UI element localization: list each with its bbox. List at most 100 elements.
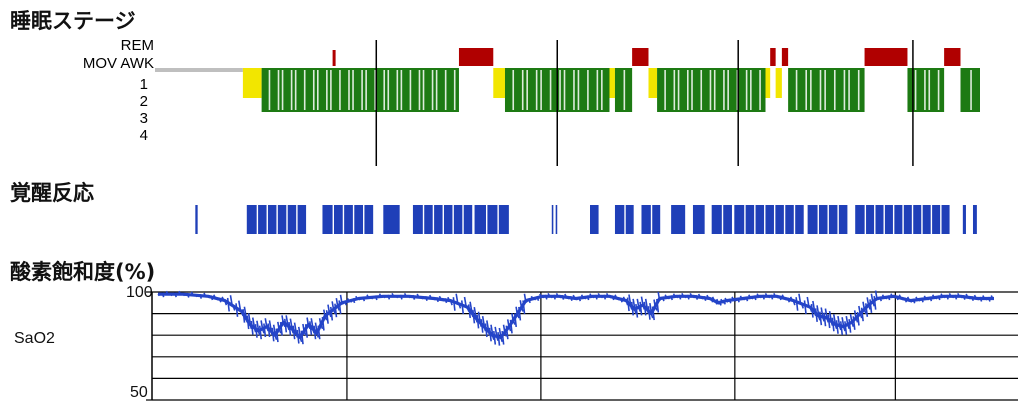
hypnogram-gap-5-8: [563, 70, 566, 110]
spo2-jitter-30-2: [547, 292, 551, 297]
hypnogram-gap-5-11: [587, 70, 589, 110]
spo2-jitter-26-3: [504, 331, 508, 337]
spo2-jitter-56-2: [870, 293, 874, 303]
spo2-jitter-27-3: [512, 319, 516, 325]
hypnogram-gap-10-8: [713, 70, 716, 110]
spo2-jitter-47-4: [787, 297, 791, 303]
spo2-jitter-0-2: [165, 290, 169, 295]
spo2-jitter-21-0: [449, 300, 453, 306]
hypnogram-gap-5-2: [521, 70, 524, 110]
hypnogram-gap-19-1: [970, 70, 972, 110]
spo2-jitter-20-4: [444, 298, 448, 304]
spo2-jitter-32-4: [586, 295, 590, 301]
spo2-jitter-15-3: [336, 305, 340, 311]
spo2-jitter-55-4: [865, 303, 869, 317]
spo2-jitter-1-4: [199, 293, 203, 299]
spo2-jitter-41-1: [695, 294, 699, 300]
spo2-jitter-19-0: [408, 295, 411, 299]
spo2-jitter-19-3: [420, 296, 424, 300]
spo2-jitter-7-2: [268, 320, 272, 330]
spo2-jitter-49-1: [810, 303, 814, 318]
spo2-jitter-38-0: [650, 313, 654, 319]
sleep-stage-title: 睡眠ステージ: [10, 9, 136, 33]
hypnogram-gap-5-13: [601, 70, 603, 110]
hypnogram-gap-2-25: [435, 70, 438, 110]
spo2-jitter-33-4: [603, 294, 607, 300]
spo2-jitter-62-3: [968, 296, 971, 300]
hypnogram-segment-1: [242, 68, 262, 98]
spo2-jitter-41-2: [697, 293, 701, 298]
spo2-jitter-54-0: [851, 321, 855, 327]
spo2-jitter-2-5: [221, 296, 225, 301]
spo2-jitter-24-3: [487, 330, 491, 336]
spo2-jitter-34-3: [617, 297, 620, 301]
spo2-jitter-31-1: [561, 294, 565, 300]
spo2-jitter-14-0: [324, 315, 328, 321]
spo2-jitter-57-4: [887, 295, 891, 301]
spo2-jitter-14-5: [331, 301, 335, 311]
spo2-jitter-5-0: [249, 324, 253, 330]
spo2-jitter-48-2: [798, 293, 802, 303]
spo2-jitter-18-1: [387, 294, 391, 300]
arousal-block-12: [692, 205, 705, 234]
stage-label-1: 1: [139, 76, 148, 93]
spo2-jitter-31-0: [558, 295, 562, 299]
spo2-jitter-1-3: [195, 294, 198, 298]
spo2-jitter-56-0: [867, 304, 871, 310]
spo2-jitter-58-2: [898, 294, 902, 299]
spo2-jitter-59-3: [918, 298, 921, 302]
spo2-jitter-34-4: [619, 297, 623, 303]
spo2-jitter-49-3: [813, 311, 817, 317]
arousal-block-18: [972, 205, 977, 234]
spo2-jitter-30-1: [544, 294, 548, 300]
spo2-jitter-6-3: [261, 328, 265, 334]
spo2-jitter-6-2: [260, 320, 264, 330]
spo2-jitter-42-1: [710, 297, 714, 303]
spo2-jitter-59-0: [909, 300, 913, 303]
spo2-jitter-34-0: [608, 295, 612, 299]
spo2-jitter-13-3: [320, 324, 324, 330]
hypnogram-gap-10-7: [709, 70, 712, 110]
arousal-block-3: [383, 205, 400, 234]
spo2-jitter-1-1: [186, 292, 190, 298]
spo2-jitter-10-5: [297, 326, 302, 337]
spo2-jitter-56-1: [869, 299, 873, 313]
spo2-jitter-16-2: [346, 298, 350, 302]
spo2-jitter-52-4: [839, 321, 844, 335]
hypnogram-gap-2-21: [409, 70, 412, 110]
arousal-gap-9-1: [624, 205, 626, 234]
spo2-jitter-23-0: [474, 317, 478, 323]
spo2-jitter-9-4: [288, 321, 292, 336]
spo2-jitter-14-2: [327, 304, 331, 314]
arousal-gap-16-9: [940, 205, 942, 234]
hypnogram-gap-15-9: [857, 70, 860, 110]
spo2-jitter-41-0: [692, 295, 696, 299]
spo2-jitter-42-2: [711, 296, 715, 301]
spo2-jitter-2-0: [207, 295, 211, 299]
spo2-jitter-52-3: [838, 325, 842, 331]
spo2-jitter-1-0: [182, 293, 186, 297]
arousal-gap-1-3: [276, 205, 278, 234]
spo2-jitter-45-3: [750, 296, 754, 300]
spo2-jitter-17-3: [370, 296, 374, 300]
spo2-jitter-9-0: [282, 321, 286, 327]
arousal-gap-15-3: [837, 205, 839, 234]
spo2-jitter-40-5: [689, 292, 693, 297]
spo2-jitter-35-4: [630, 301, 635, 316]
spo2-jitter-62-2: [965, 293, 969, 298]
spo2-jitter-50-5: [824, 308, 828, 318]
spo2-jitter-61-3: [951, 295, 955, 299]
hypnogram-gap-2-13: [352, 70, 354, 110]
spo2-jitter-0-5: [178, 290, 182, 295]
spo2-jitter-40-1: [678, 294, 682, 300]
hypnogram-gap-5-12: [596, 70, 599, 110]
spo2-jitter-31-3: [567, 296, 570, 300]
spo2-jitter-36-3: [637, 306, 641, 312]
arousal-gap-5-2: [497, 205, 499, 234]
spo2-jitter-40-0: [675, 295, 679, 299]
spo2-jitter-22-1: [467, 304, 472, 319]
spo2-jitter-15-5: [339, 294, 343, 305]
arousal-gap-4-4: [452, 205, 454, 234]
arousal-gap-10-1: [650, 205, 653, 234]
arousal-block-0: [195, 205, 198, 234]
